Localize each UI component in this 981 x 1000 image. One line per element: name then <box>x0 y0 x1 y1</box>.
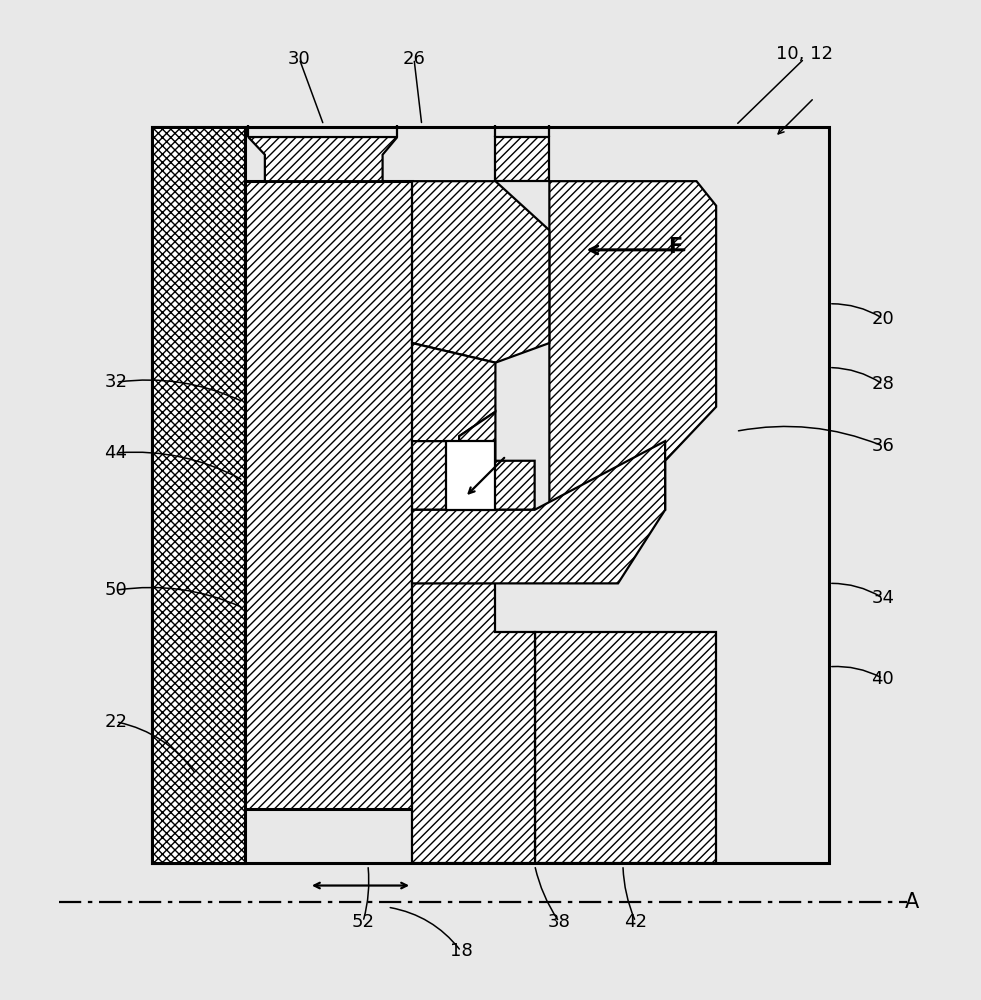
Text: 20: 20 <box>871 310 895 328</box>
Polygon shape <box>245 181 412 809</box>
Polygon shape <box>152 127 245 863</box>
Text: 52: 52 <box>351 913 375 931</box>
Text: F: F <box>668 237 682 257</box>
Text: 42: 42 <box>624 913 647 931</box>
Text: 28: 28 <box>871 375 895 393</box>
Polygon shape <box>248 137 397 181</box>
Text: 36: 36 <box>871 437 895 455</box>
Polygon shape <box>412 412 535 510</box>
Polygon shape <box>412 181 549 363</box>
Text: 30: 30 <box>287 50 311 68</box>
Text: 22: 22 <box>104 713 128 731</box>
Text: 18: 18 <box>449 942 473 960</box>
Text: 40: 40 <box>871 670 895 688</box>
Text: 10, 12: 10, 12 <box>776 45 833 63</box>
Text: 38: 38 <box>547 913 571 931</box>
Polygon shape <box>412 441 665 583</box>
Text: 26: 26 <box>402 50 426 68</box>
Bar <box>152 127 829 863</box>
Text: 50: 50 <box>104 581 128 599</box>
Polygon shape <box>446 441 495 510</box>
Polygon shape <box>549 181 716 510</box>
Polygon shape <box>535 632 716 863</box>
Polygon shape <box>412 583 535 863</box>
Polygon shape <box>495 137 549 181</box>
Text: 44: 44 <box>104 444 128 462</box>
Text: 32: 32 <box>104 373 128 391</box>
Polygon shape <box>412 343 495 441</box>
Text: 34: 34 <box>871 589 895 607</box>
Text: A: A <box>905 892 919 912</box>
